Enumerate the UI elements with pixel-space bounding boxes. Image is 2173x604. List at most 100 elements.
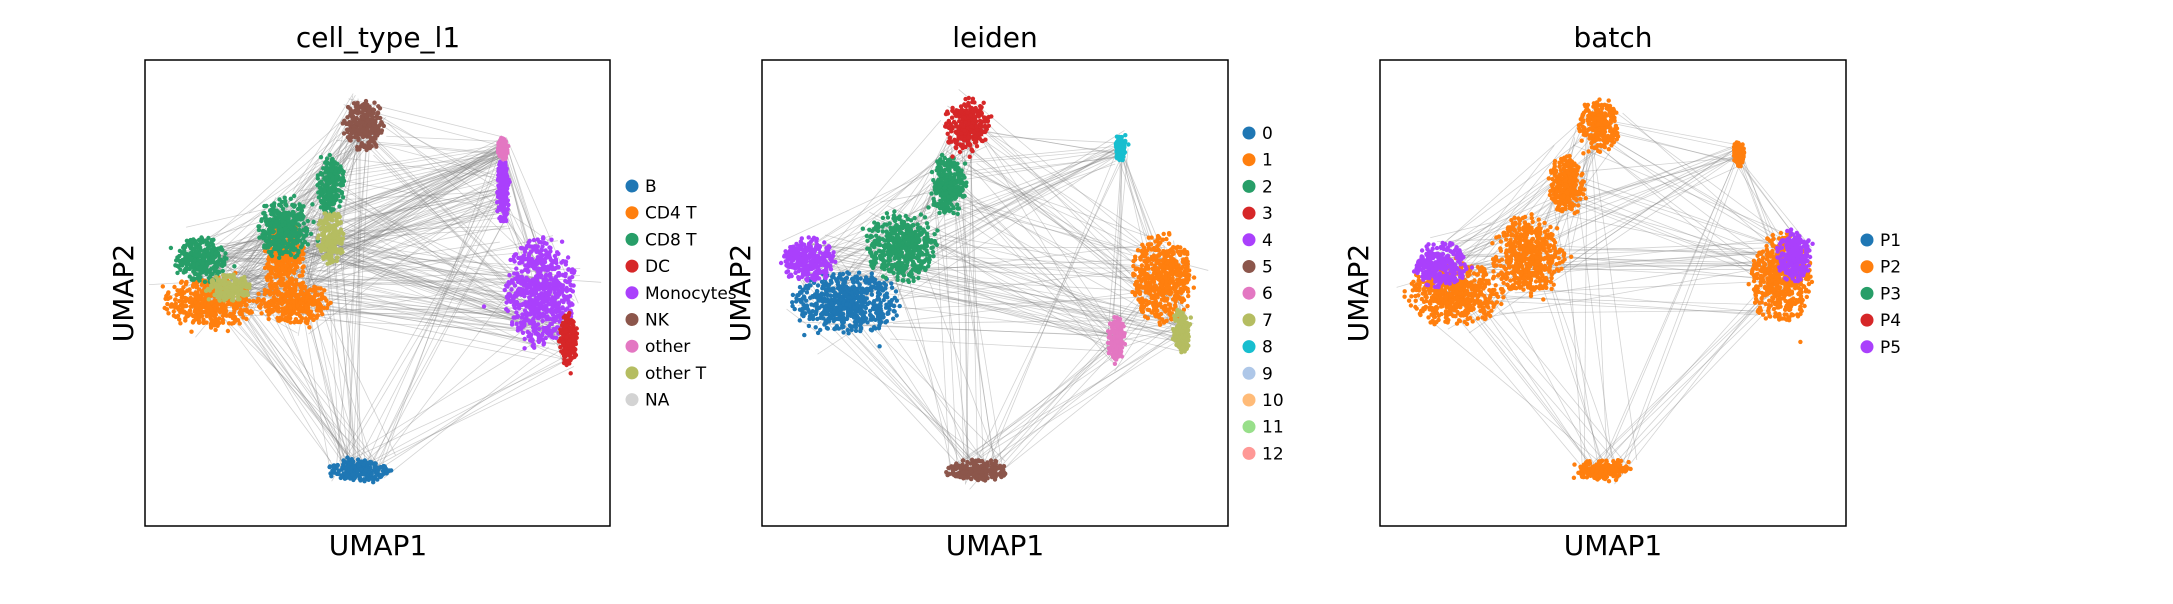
data-point bbox=[532, 238, 536, 242]
data-point bbox=[268, 242, 272, 246]
data-point bbox=[211, 279, 215, 283]
data-point bbox=[332, 233, 336, 237]
data-point bbox=[335, 463, 339, 467]
data-point bbox=[328, 240, 332, 244]
data-point bbox=[522, 346, 526, 350]
data-point bbox=[330, 258, 334, 262]
data-point bbox=[360, 143, 364, 147]
data-point bbox=[173, 263, 177, 267]
data-point bbox=[328, 181, 332, 185]
data-point bbox=[568, 288, 572, 292]
data-point bbox=[548, 246, 552, 250]
data-point bbox=[536, 237, 540, 241]
legend-item: CD8 T bbox=[626, 230, 698, 250]
data-point bbox=[268, 292, 272, 296]
legend-label: B bbox=[645, 177, 657, 197]
data-point bbox=[564, 317, 568, 321]
data-point bbox=[192, 269, 196, 273]
data-point bbox=[367, 109, 371, 113]
data-point bbox=[272, 229, 276, 233]
legend-item: NA bbox=[626, 391, 670, 411]
data-point bbox=[521, 302, 525, 306]
data-point bbox=[359, 132, 363, 136]
data-point bbox=[306, 292, 310, 296]
data-point bbox=[370, 477, 374, 481]
data-point bbox=[168, 295, 172, 299]
data-point bbox=[529, 250, 533, 254]
data-point bbox=[348, 113, 352, 117]
data-point bbox=[514, 252, 518, 256]
data-point bbox=[505, 201, 509, 205]
data-point bbox=[273, 241, 277, 245]
data-point bbox=[569, 319, 573, 323]
graph-edge bbox=[966, 164, 1121, 483]
data-point bbox=[564, 349, 568, 353]
data-point bbox=[210, 272, 214, 276]
data-point bbox=[371, 469, 375, 473]
data-point bbox=[326, 226, 330, 230]
data-point bbox=[332, 212, 336, 216]
data-point bbox=[338, 166, 342, 170]
data-point bbox=[263, 304, 267, 308]
data-point bbox=[542, 279, 546, 283]
data-point bbox=[558, 327, 562, 331]
data-point bbox=[281, 277, 285, 281]
legend-label: Monocytes bbox=[645, 284, 737, 304]
data-point bbox=[280, 219, 284, 223]
data-point bbox=[537, 287, 541, 291]
legend-label: NK bbox=[645, 311, 670, 331]
data-point bbox=[375, 465, 379, 469]
data-point bbox=[327, 200, 331, 204]
data-point bbox=[318, 188, 322, 192]
data-point bbox=[548, 322, 552, 326]
data-point bbox=[382, 124, 386, 128]
data-point bbox=[261, 211, 265, 215]
data-point bbox=[545, 253, 549, 257]
data-point bbox=[200, 289, 204, 293]
data-point bbox=[501, 142, 505, 146]
data-point bbox=[283, 196, 287, 200]
data-point bbox=[360, 106, 364, 110]
data-point bbox=[291, 221, 295, 225]
graph-edge bbox=[963, 349, 1114, 470]
data-point bbox=[179, 281, 183, 285]
data-point bbox=[554, 314, 558, 318]
data-point bbox=[202, 321, 206, 325]
data-point bbox=[542, 341, 546, 345]
data-point bbox=[242, 277, 246, 281]
data-point bbox=[341, 121, 345, 125]
data-point bbox=[523, 317, 527, 321]
graph-edge bbox=[990, 136, 1123, 143]
data-point bbox=[238, 312, 242, 316]
data-point bbox=[282, 238, 286, 242]
data-point bbox=[289, 226, 293, 230]
data-point bbox=[280, 200, 284, 204]
data-point bbox=[554, 274, 558, 278]
data-point bbox=[378, 473, 382, 477]
data-point bbox=[371, 115, 375, 119]
data-point bbox=[208, 316, 212, 320]
data-point bbox=[330, 248, 334, 252]
data-point bbox=[329, 168, 333, 172]
data-point bbox=[539, 305, 543, 309]
data-point bbox=[213, 267, 217, 271]
legend-marker bbox=[626, 340, 639, 353]
data-point bbox=[338, 199, 342, 203]
data-point bbox=[335, 182, 339, 186]
data-point bbox=[324, 242, 328, 246]
data-point bbox=[209, 284, 213, 288]
data-point bbox=[183, 296, 187, 300]
legend-marker bbox=[626, 313, 639, 326]
data-point bbox=[517, 261, 521, 265]
data-point bbox=[205, 262, 209, 266]
data-point bbox=[221, 321, 225, 325]
data-point bbox=[355, 107, 359, 111]
data-point bbox=[372, 101, 376, 105]
data-point bbox=[285, 246, 289, 250]
data-point bbox=[505, 179, 509, 183]
data-point bbox=[217, 270, 221, 274]
data-point bbox=[375, 470, 379, 474]
data-point bbox=[532, 320, 536, 324]
data-point bbox=[298, 320, 302, 324]
data-point bbox=[364, 114, 368, 118]
